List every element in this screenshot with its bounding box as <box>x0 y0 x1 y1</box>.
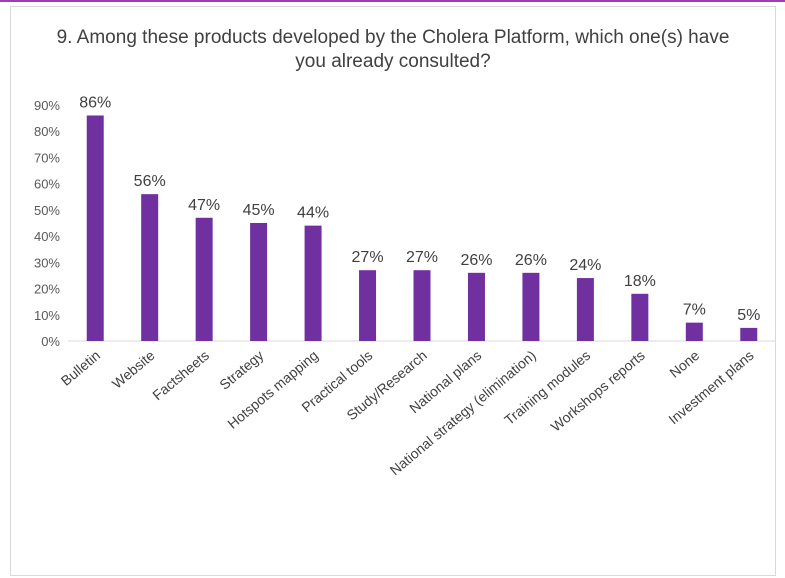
x-category-label: None <box>666 347 702 381</box>
data-label: 7% <box>683 302 706 319</box>
top-accent-rule <box>0 0 785 2</box>
y-tick-label: 0% <box>41 334 60 349</box>
bar <box>195 217 213 341</box>
bar <box>250 223 268 341</box>
bar <box>467 272 485 341</box>
bar <box>522 272 540 341</box>
data-label: 5% <box>737 307 760 324</box>
data-label: 45% <box>243 202 275 219</box>
y-tick-label: 80% <box>34 124 60 139</box>
data-label: 26% <box>460 252 492 269</box>
bar <box>631 293 649 341</box>
x-category-label: Factsheets <box>149 347 212 403</box>
y-tick-label: 70% <box>34 150 60 165</box>
y-tick-label: 90% <box>34 98 60 113</box>
data-label: 24% <box>569 257 601 274</box>
y-tick-label: 10% <box>34 308 60 323</box>
y-tick-label: 40% <box>34 229 60 244</box>
bar <box>359 270 377 341</box>
data-label: 27% <box>406 249 438 266</box>
chart-frame <box>10 6 776 576</box>
chart-title: 9. Among these products developed by the… <box>56 27 730 72</box>
data-label: 27% <box>352 249 384 266</box>
x-category-label: Workshops reports <box>548 347 648 435</box>
y-tick-label: 50% <box>34 203 60 218</box>
data-label: 18% <box>624 273 656 290</box>
x-category-label: Strategy <box>216 347 266 393</box>
bar <box>413 270 431 341</box>
bar <box>141 194 159 341</box>
x-category-label: Hotspots mapping <box>224 347 321 432</box>
x-category-label: Website <box>109 347 158 392</box>
bar <box>304 225 322 341</box>
y-tick-label: 30% <box>34 255 60 270</box>
bar <box>86 115 104 341</box>
y-tick-label: 20% <box>34 282 60 297</box>
bar <box>740 327 758 341</box>
data-label: 56% <box>134 173 166 190</box>
bar <box>685 322 703 341</box>
data-label: 47% <box>188 197 220 214</box>
data-label: 44% <box>297 205 329 222</box>
data-label: 86% <box>79 94 111 111</box>
y-tick-label: 60% <box>34 177 60 192</box>
x-category-label: Bulletin <box>58 347 103 389</box>
bar <box>576 278 594 341</box>
data-label: 26% <box>515 252 547 269</box>
